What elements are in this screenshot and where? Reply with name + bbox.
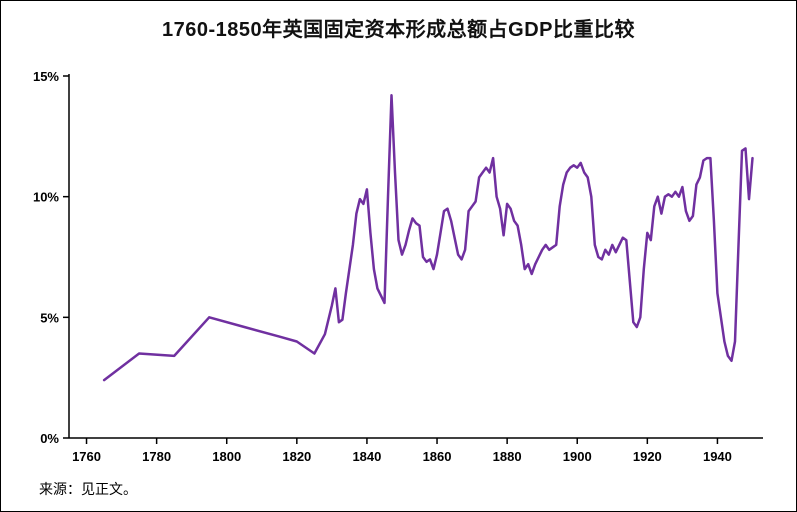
x-tick-label: 1900 bbox=[563, 449, 592, 464]
x-tick-label: 1920 bbox=[633, 449, 662, 464]
x-tick-label: 1760 bbox=[72, 449, 101, 464]
source-note: 来源：见正文。 bbox=[39, 481, 137, 497]
y-tick-label: 10% bbox=[33, 190, 59, 205]
x-tick-label: 1780 bbox=[142, 449, 171, 464]
x-tick-label: 1820 bbox=[282, 449, 311, 464]
y-tick-label: 5% bbox=[40, 310, 59, 325]
y-tick-label: 0% bbox=[40, 431, 59, 446]
x-tick-label: 1880 bbox=[493, 449, 522, 464]
x-tick-label: 1940 bbox=[703, 449, 732, 464]
y-tick-label: 15% bbox=[33, 69, 59, 84]
x-tick-label: 1800 bbox=[212, 449, 241, 464]
x-tick-label: 1840 bbox=[352, 449, 381, 464]
chart-title: 1760-1850年英国固定资本形成总额占GDP比重比较 bbox=[162, 19, 635, 41]
data-series-line bbox=[102, 94, 754, 382]
x-tick-label: 1860 bbox=[423, 449, 452, 464]
